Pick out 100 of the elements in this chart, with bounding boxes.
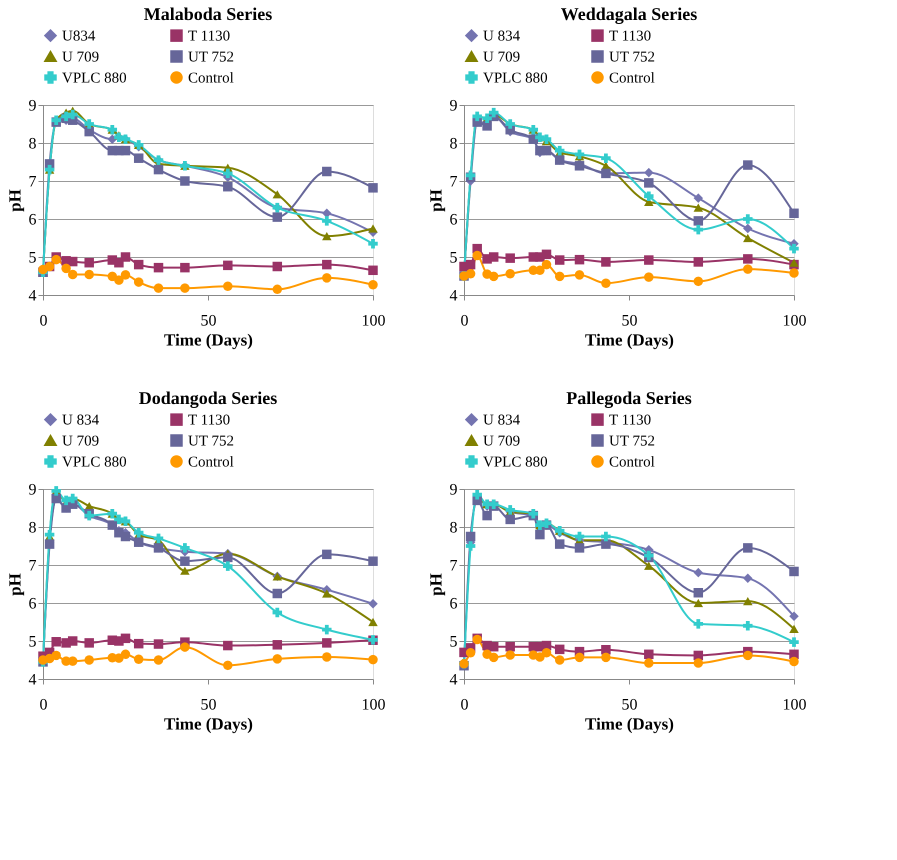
point — [789, 244, 799, 254]
point — [601, 153, 611, 163]
point — [554, 255, 564, 265]
legend-label: VPLC 880 — [483, 454, 548, 470]
point — [694, 619, 704, 629]
point — [743, 234, 753, 242]
point — [154, 262, 164, 272]
point — [694, 588, 704, 598]
point — [120, 252, 130, 262]
y-tick-label: 4 — [28, 288, 36, 304]
point — [51, 254, 61, 264]
point — [694, 203, 704, 212]
point — [574, 254, 584, 264]
y-tick-label: 7 — [450, 174, 458, 190]
point — [789, 566, 799, 576]
point — [120, 146, 130, 156]
point — [322, 550, 332, 560]
point — [368, 618, 378, 626]
point — [694, 224, 704, 234]
x-tick-label: 0 — [460, 696, 468, 714]
point — [180, 556, 190, 566]
point — [68, 270, 78, 280]
legend-label: UT 752 — [188, 50, 234, 66]
legend-label: T 1130 — [609, 28, 652, 45]
point — [644, 191, 654, 201]
point — [120, 270, 130, 280]
point — [601, 652, 611, 662]
y-tick-label: 4 — [450, 672, 458, 688]
x-tick-label: 100 — [362, 312, 386, 330]
point — [322, 273, 332, 283]
point — [694, 598, 704, 608]
point — [574, 150, 584, 160]
y-axis-title: pH — [6, 189, 24, 212]
y-tick-label: 7 — [450, 558, 458, 574]
point — [601, 257, 611, 267]
point — [322, 638, 332, 648]
point — [466, 260, 476, 270]
point — [694, 276, 704, 286]
point — [554, 539, 564, 549]
point — [44, 530, 54, 540]
y-tick-label: 9 — [450, 482, 458, 498]
y-tick-label: 5 — [450, 250, 458, 266]
point — [223, 561, 233, 571]
point — [789, 208, 799, 218]
point — [368, 556, 378, 566]
point — [466, 268, 476, 278]
point — [272, 640, 282, 650]
point — [466, 541, 476, 551]
x-tick-label: 0 — [40, 696, 48, 714]
point — [601, 278, 611, 288]
point — [68, 656, 78, 666]
point — [223, 660, 233, 670]
legend-label: U 834 — [483, 28, 521, 45]
point — [505, 650, 515, 660]
point — [223, 552, 233, 562]
point — [535, 652, 545, 662]
y-tick-label: 6 — [450, 596, 458, 612]
point — [272, 212, 282, 222]
point — [488, 272, 498, 282]
point — [743, 574, 753, 584]
legend-label: U 709 — [62, 434, 100, 450]
y-tick-label: 6 — [28, 212, 36, 228]
legend-label: U 709 — [483, 50, 520, 66]
point — [542, 260, 552, 270]
point — [368, 238, 378, 248]
point — [472, 250, 482, 260]
point — [743, 264, 753, 274]
point — [505, 268, 515, 278]
point — [488, 642, 498, 652]
point — [743, 224, 753, 234]
legend-label: VPLC 880 — [483, 70, 548, 86]
point — [134, 277, 144, 287]
point — [789, 268, 799, 278]
point — [644, 168, 654, 178]
point — [368, 224, 378, 233]
y-axis-title: pH — [426, 189, 446, 212]
point — [322, 232, 332, 240]
point — [743, 650, 753, 660]
point — [180, 642, 190, 652]
x-tick-label: 50 — [622, 312, 638, 330]
x-axis-title: Time (Days) — [164, 714, 253, 734]
point — [322, 216, 332, 226]
point — [134, 153, 144, 163]
legend-label: U 709 — [62, 50, 100, 66]
point — [505, 514, 515, 524]
point — [223, 260, 233, 270]
legend-label: U834 — [62, 28, 96, 45]
point — [154, 164, 164, 174]
point — [114, 258, 124, 268]
point — [554, 655, 564, 665]
point — [743, 596, 753, 606]
point — [68, 636, 78, 646]
point — [466, 532, 476, 542]
point — [601, 532, 611, 542]
point — [694, 650, 704, 660]
point — [554, 644, 564, 654]
point — [488, 652, 498, 662]
y-tick-label: 9 — [28, 98, 36, 114]
point — [368, 280, 378, 290]
point — [694, 568, 704, 578]
